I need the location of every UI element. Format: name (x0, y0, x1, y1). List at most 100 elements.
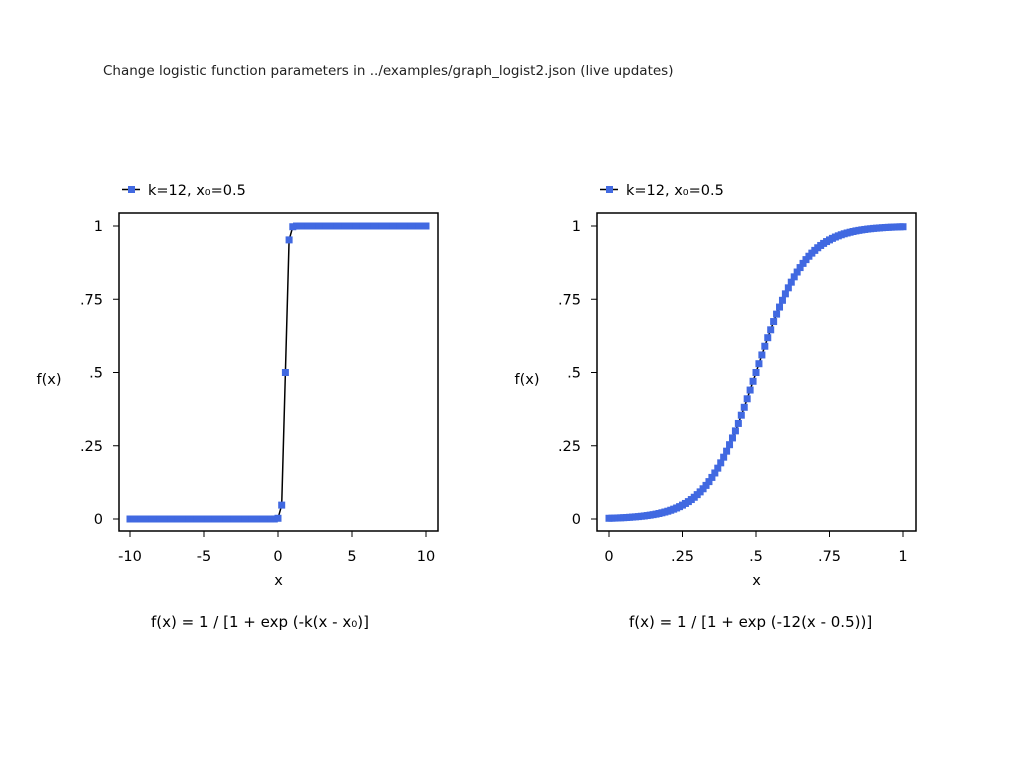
chart-left-data-point (270, 515, 278, 523)
chart-left-data-point (415, 222, 423, 230)
chart-left-ytick-label: .25 (80, 439, 103, 455)
chart-left-data-point (141, 515, 149, 523)
chart-left-data-point (418, 222, 426, 230)
chart-right-data-point (714, 464, 722, 472)
chart-left-data-point (211, 515, 219, 523)
chart-right-data-point (740, 403, 748, 411)
chart-left-data-point (167, 515, 175, 523)
chart-left-data-point (174, 515, 182, 523)
chart-right-data-point (784, 284, 792, 292)
chart-left-xlabel: x (274, 573, 283, 589)
chart-right-data-point (731, 427, 739, 435)
chart-left-data-point (222, 515, 230, 523)
chart-left-xtick-label: 5 (347, 549, 356, 565)
chart-right-legend-marker (606, 186, 613, 193)
chart-left-ytick-label: .5 (89, 366, 103, 382)
chart-right-data-point (770, 318, 778, 326)
chart-left-data-point (230, 515, 238, 523)
chart-right-ytick-label: 1 (572, 219, 581, 235)
chart-left-data-point (263, 515, 271, 523)
chart-right-data-point (796, 264, 804, 272)
chart-left-ylabel: f(x) (37, 372, 62, 388)
chart-right-data-point (720, 453, 728, 461)
chart-right-data-point (755, 360, 763, 368)
chart-left-data-point (374, 222, 382, 230)
chart-right-data-point (899, 223, 907, 231)
chart-right-data-point (764, 334, 772, 342)
chart-left-data-point (278, 501, 286, 509)
chart-left-data-point (256, 515, 263, 523)
chart-right-xtick-label: .5 (749, 549, 763, 565)
chart-left-data-point (196, 515, 204, 523)
chart-left-data-point (248, 515, 256, 523)
chart-left-data-point (411, 222, 419, 230)
chart-right-legend-label: k=12, x₀=0.5 (626, 183, 724, 199)
chart-right-data-point (790, 273, 798, 281)
chart-left-data-point (200, 515, 208, 523)
chart-left-data-point (145, 515, 152, 523)
chart-right-data-point (787, 278, 795, 286)
chart-left-xtick-label: 10 (417, 549, 435, 565)
chart-right-data-point (734, 419, 742, 427)
chart-right-data-point (702, 481, 710, 489)
chart-left-data-point (219, 515, 226, 523)
chart-right-data-point (767, 326, 775, 334)
chart-left-caption: f(x) = 1 / [1 + exp (-k(x - x₀)] (151, 613, 369, 631)
chart-left-data-point (296, 222, 304, 230)
chart-right-data-point (726, 441, 734, 449)
chart-left-data-point (385, 222, 393, 230)
chart-left-data-point (404, 222, 411, 230)
chart-left-data-point (304, 222, 312, 230)
chart-right-data-point (799, 259, 807, 267)
chart-left-data-point (148, 515, 156, 523)
chart-left-data-point (333, 222, 341, 230)
chart-left-data-point (392, 222, 400, 230)
chart-right-data-point (778, 296, 786, 304)
chart-left-data-point (237, 515, 245, 523)
chart-right-xlabel: x (752, 573, 761, 589)
chart-left-data-point (170, 515, 178, 523)
chart-left-data-point (400, 222, 408, 230)
chart-right-data-point (793, 268, 801, 276)
chart-left-data-point (133, 515, 141, 523)
chart-left-data-point (285, 236, 293, 244)
chart-left-data-point (396, 222, 404, 230)
chart-left-data-point (152, 515, 160, 523)
chart-left-data-point (348, 222, 356, 230)
chart-left-data-point (267, 515, 275, 523)
chart-left-frame (118, 212, 439, 532)
chart-right-xtick-label: 0 (604, 549, 613, 565)
chart-left-data-point (274, 514, 282, 522)
chart-right-xtick-label: 1 (898, 549, 907, 565)
chart-left-data-point (330, 222, 337, 230)
chart-left-xtick-label: -10 (118, 549, 142, 565)
chart-left-data-point (422, 222, 430, 230)
chart-left-data-point (344, 222, 352, 230)
chart-left-data-point (185, 515, 193, 523)
chart-left-data-point (137, 515, 145, 523)
chart-left-data-point (241, 515, 249, 523)
chart-right-data-point (761, 342, 769, 350)
chart-left-data-point (389, 222, 397, 230)
chart-left-data-point (204, 515, 212, 523)
chart-left-data-point (381, 222, 389, 230)
chart-left-data-point (293, 222, 300, 230)
chart-right-data-point (737, 411, 745, 419)
chart-left-data-point (130, 515, 138, 523)
chart-left-xtick-label: 0 (273, 549, 282, 565)
chart-left-data-point (352, 222, 360, 230)
chart-left-data-point (337, 222, 345, 230)
chart-left-data-point (259, 515, 267, 523)
chart-left-data-point (215, 515, 223, 523)
chart-left-data-point (315, 222, 323, 230)
chart-right-data-point (717, 459, 725, 467)
chart-left-data-point (407, 222, 415, 230)
chart-left-data-point (159, 515, 167, 523)
chart-right-data-point (773, 310, 781, 318)
chart-left-legend-marker (128, 186, 135, 193)
chart-left-data-point (300, 222, 308, 230)
chart-left-data-point (322, 222, 330, 230)
chart-left-data-point (318, 222, 326, 230)
chart-right-ytick-label: .5 (567, 366, 581, 382)
